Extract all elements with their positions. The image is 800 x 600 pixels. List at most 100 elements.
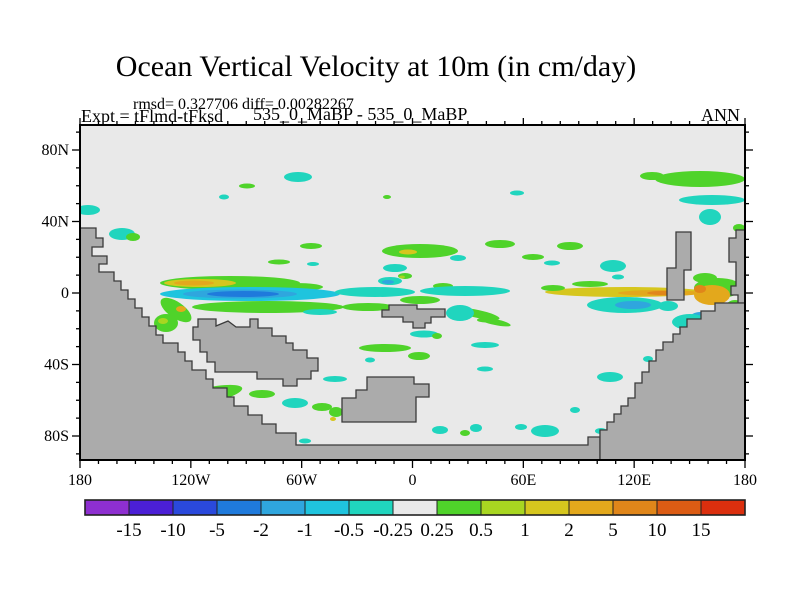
colorbar-tick-label: 2 <box>564 520 574 541</box>
x-axis-tick-label: 180 <box>68 472 92 489</box>
anomaly-blob <box>572 281 608 287</box>
anomaly-blob <box>655 171 745 187</box>
anomaly-blob <box>192 301 344 313</box>
colorbar-tick-label: -1 <box>297 520 313 541</box>
anomaly-blob <box>600 260 626 272</box>
anomaly-blob <box>420 286 510 296</box>
anomaly-blob <box>249 390 275 398</box>
anomaly-blob <box>410 330 438 338</box>
anomaly-blob <box>312 403 332 411</box>
anomaly-blob <box>307 262 319 266</box>
anomaly-blob <box>158 318 168 324</box>
x-axis-tick-label: 120E <box>617 472 651 489</box>
colorbar-segment <box>656 499 702 516</box>
anomaly-blob <box>219 194 229 200</box>
colorbar-segment <box>216 499 262 516</box>
y-axis-tick-label: 80S <box>44 428 69 445</box>
anomaly-blob <box>446 305 474 321</box>
anomaly-blob <box>399 249 417 255</box>
land-polygon <box>80 227 601 460</box>
anomaly-blob <box>365 357 375 363</box>
anomaly-blob <box>268 259 290 265</box>
anomaly-blob <box>515 424 527 430</box>
colorbar-segment <box>260 499 306 516</box>
colorbar-segment <box>612 499 658 516</box>
anomaly-blob <box>471 342 499 348</box>
anomaly-blob <box>477 317 495 323</box>
anomaly-blob <box>522 254 544 260</box>
y-axis-tick-label: 0 <box>61 285 69 302</box>
anomaly-blob <box>557 242 583 250</box>
y-axis-tick-label: 80N <box>41 142 69 159</box>
anomaly-blob <box>382 280 394 284</box>
anomaly-blob <box>80 205 100 215</box>
anomaly-blob <box>335 287 415 297</box>
anomaly-blob <box>126 233 140 241</box>
colorbar-segment <box>348 499 394 516</box>
land-polygon <box>599 302 745 460</box>
anomaly-blob <box>470 424 482 432</box>
colorbar-tick-label: 1 <box>520 520 530 541</box>
colorbar-segment <box>128 499 174 516</box>
anomaly-blob <box>399 275 405 279</box>
colorbar-tick-label: -15 <box>116 520 141 541</box>
colorbar-tick-label: -0.5 <box>334 520 364 541</box>
anomaly-blob <box>477 366 493 372</box>
colorbar-tick-label: -10 <box>160 520 185 541</box>
anomaly-blob <box>400 296 440 304</box>
colorbar-tick-label: -5 <box>209 520 225 541</box>
x-axis-tick-label: 60W <box>286 472 318 489</box>
anomaly-blob <box>383 264 407 272</box>
anomaly-blob <box>460 430 470 436</box>
anomaly-blob <box>450 255 466 261</box>
colorbar-tick-label: 0.25 <box>420 520 453 541</box>
anomaly-blob <box>282 398 308 408</box>
anomaly-blob <box>408 352 430 360</box>
colorbar-segment <box>84 499 130 516</box>
colorbar-tick-label: 15 <box>692 520 711 541</box>
colorbar-segment <box>392 499 438 516</box>
anomaly-blob <box>544 260 560 266</box>
anomaly-blob <box>359 344 411 352</box>
anomaly-blob <box>432 426 448 434</box>
colorbar-tick-label: -2 <box>253 520 269 541</box>
anomaly-blob <box>531 425 559 437</box>
anomaly-blob <box>239 183 255 189</box>
anomaly-blob <box>303 309 337 315</box>
anomaly-blob <box>284 172 312 182</box>
colorbar-tick-label: -0.25 <box>373 520 413 541</box>
anomaly-blob <box>612 274 624 280</box>
anomaly-blob <box>300 243 322 249</box>
season-label: ANN <box>701 105 740 125</box>
colorbar-frame <box>84 499 746 516</box>
colorbar-segment <box>524 499 570 516</box>
anomaly-blob <box>383 195 391 199</box>
colorbar-tick-label: 0.5 <box>469 520 493 541</box>
land-polygon <box>192 318 319 387</box>
anomaly-blob <box>485 240 515 248</box>
anomaly-blob <box>615 301 651 309</box>
anomaly-blob <box>510 190 524 196</box>
case-label: 535_0_MaBP - 535_0_MaBP <box>253 104 468 124</box>
anomaly-blob <box>207 291 279 297</box>
y-axis-tick-label: 40S <box>44 357 69 374</box>
anomaly-blob <box>699 209 721 225</box>
anomaly-blob <box>541 285 565 291</box>
colorbar-segment <box>480 499 526 516</box>
colorbar-tick-label: 5 <box>608 520 618 541</box>
colorbar-segment <box>700 499 746 516</box>
anomaly-blob <box>174 280 214 286</box>
anomaly-blob <box>570 407 580 413</box>
x-axis-tick-label: 60E <box>510 472 536 489</box>
colorbar-segment <box>568 499 614 516</box>
colorbar-segment <box>436 499 482 516</box>
anomaly-blob <box>693 273 717 283</box>
land-polygon <box>381 304 446 329</box>
x-axis-tick-label: 180 <box>733 472 757 489</box>
anomaly-blob <box>329 407 343 417</box>
chart-title: Ocean Vertical Velocity at 10m (in cm/da… <box>115 50 637 83</box>
stats-line: rmsd= 0.327706 diff= 0.00282267 <box>133 96 354 113</box>
x-axis-tick-label: 0 <box>409 472 417 489</box>
land-polygon <box>341 376 430 423</box>
